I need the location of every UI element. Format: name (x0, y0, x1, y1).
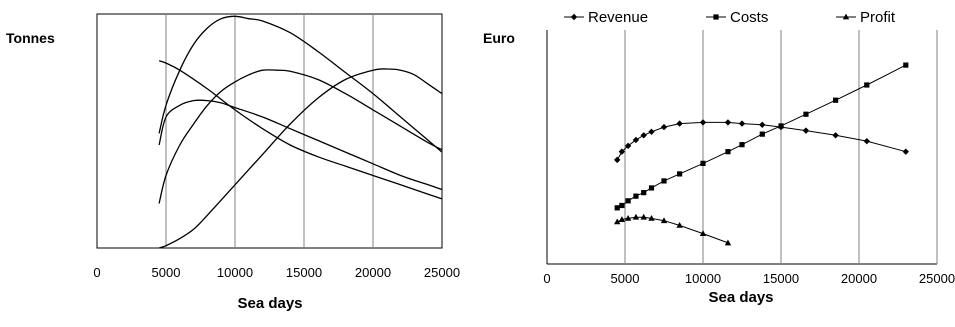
revenue-point (759, 121, 766, 128)
profit-point (624, 214, 632, 221)
revenue-point (724, 119, 732, 126)
tonnes-x-tick-label: 0 (93, 265, 100, 280)
costs-point (633, 193, 639, 199)
costs-point (803, 111, 809, 117)
profit-point (618, 216, 626, 222)
revenue-point (738, 120, 746, 127)
revenue-point (640, 132, 647, 139)
euro-x-label: Sea days (708, 289, 773, 306)
costs-point (778, 123, 784, 129)
profit-line (616, 216, 729, 244)
profit-point (614, 218, 621, 225)
tonnes-series-line-3 (158, 99, 443, 191)
revenue-point (832, 132, 839, 139)
tonnes-y-label: Tonnes (6, 30, 55, 46)
tonnes-x-tick-label: 20000 (355, 265, 391, 280)
revenue-point (660, 123, 668, 131)
tonnes-x-tick-labels: 0 5000 10000 15000 20000 25000 (93, 265, 460, 280)
legend-diamond-marker (570, 13, 578, 21)
profit-point (648, 214, 655, 221)
legend-label: Profit (860, 9, 896, 26)
tonnes-series-line-4 (158, 60, 443, 200)
euro-gridlines (624, 30, 938, 264)
costs-point (677, 171, 683, 177)
tonnes-series-line-5 (158, 68, 443, 249)
profit-point (676, 221, 683, 228)
revenue-point (699, 119, 707, 126)
tonnes-series-line-2 (158, 69, 443, 204)
euro-x-tick-label: 15000 (763, 271, 799, 286)
euro-x-tick-label: 5000 (611, 271, 640, 286)
euro-x-tick-label: 10000 (685, 271, 721, 286)
revenue-point (618, 148, 626, 155)
profit-point (724, 239, 732, 246)
revenue-point (863, 137, 870, 145)
revenue-point (632, 136, 640, 144)
legend-item-profit: Profit (836, 9, 896, 26)
costs-point (700, 160, 706, 166)
tonnes-x-tick-label: 15000 (286, 265, 322, 280)
revenue-line (616, 121, 906, 161)
euro-series (614, 62, 909, 246)
profit-point (660, 217, 668, 224)
costs-point (864, 82, 870, 88)
tonnes-series-line-1 (158, 15, 443, 153)
profit-point (699, 230, 707, 236)
costs-point (625, 198, 631, 204)
tonnes-series (158, 15, 443, 249)
tonnes-x-tick-label: 5000 (152, 265, 181, 280)
euro-y-label: Euro (483, 30, 515, 46)
profit-point (632, 213, 640, 220)
tonnes-x-label: Sea days (237, 295, 302, 312)
costs-point (661, 178, 667, 184)
costs-point (725, 149, 731, 155)
costs-point (903, 62, 909, 68)
costs-point (833, 97, 839, 103)
euro-x-tick-label: 20000 (841, 271, 877, 286)
costs-point (641, 190, 647, 196)
legend-square-marker (713, 14, 719, 20)
costs-point (648, 185, 655, 191)
euro-x-tick-label: 0 (543, 271, 550, 286)
tonnes-plot-area (96, 13, 443, 249)
costs-point (739, 142, 745, 148)
euro-x-tick-label: 25000 (919, 271, 955, 286)
euro-chart: Euro 0 5000 10000 15000 20000 25000 Revenue Co… (483, 9, 955, 306)
euro-x-tick-labels: 0 5000 10000 15000 20000 25000 (543, 271, 955, 286)
revenue-point (624, 142, 632, 150)
tonnes-gridlines (165, 14, 374, 248)
legend-item-revenue: Revenue (564, 9, 648, 26)
legend-item-costs: Costs (706, 9, 768, 26)
tonnes-x-tick-label: 10000 (217, 265, 253, 280)
costs-point (619, 202, 625, 209)
profit-point (640, 213, 647, 220)
revenue-point (802, 127, 810, 134)
legend-label: Revenue (588, 9, 648, 26)
revenue-point (902, 148, 909, 155)
costs-point (759, 131, 765, 137)
legend-label: Costs (730, 9, 768, 26)
tonnes-x-tick-label: 25000 (424, 265, 460, 280)
euro-legend: Revenue Costs Profit (564, 9, 896, 26)
revenue-point (676, 120, 683, 127)
legend-triangle-marker (842, 13, 850, 20)
revenue-point (648, 128, 655, 135)
revenue-point (614, 156, 621, 164)
costs-point (614, 205, 620, 211)
tonnes-chart: Tonnes 0 5000 10000 15000 20000 25000 Sea day… (6, 13, 460, 312)
